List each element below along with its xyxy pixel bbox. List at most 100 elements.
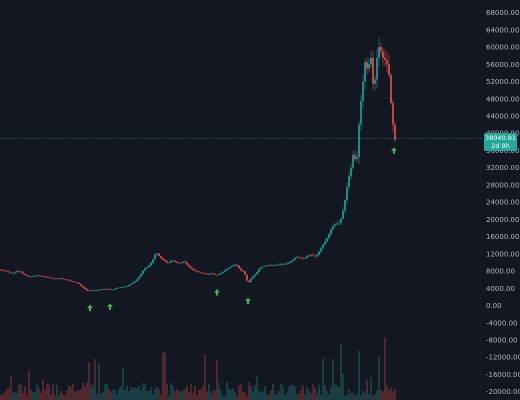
volume-bar [310, 392, 312, 400]
candle-body [394, 124, 396, 140]
candle-body [248, 280, 250, 282]
candle-body [258, 269, 260, 273]
volume-bar [388, 389, 390, 400]
candle-body [42, 276, 44, 277]
volume-bar [76, 390, 78, 400]
candle-body [342, 210, 344, 219]
volume-bar [82, 382, 84, 400]
candle-body [238, 265, 240, 269]
volume-bar [72, 383, 74, 400]
volume-bar [32, 392, 34, 400]
candle-body [304, 257, 306, 259]
volume-bar [92, 383, 94, 400]
candle-body [392, 103, 394, 125]
candle-body [56, 278, 58, 280]
candle-body [32, 276, 34, 277]
candle-body [272, 265, 274, 266]
volume-bar [166, 383, 168, 400]
candle-body [48, 277, 50, 278]
candle-body [140, 273, 142, 277]
y-tick-label: 24000.00 [486, 199, 519, 207]
volume-bar [140, 390, 142, 400]
candle-body [96, 290, 98, 292]
candle-body [130, 283, 132, 286]
candlestick-series [0, 37, 396, 292]
candle-body [348, 176, 350, 188]
candle-body [198, 271, 200, 273]
candle-body [108, 288, 110, 290]
volume-bar [350, 392, 352, 400]
volume-bar [346, 394, 348, 400]
candle-body [380, 47, 382, 52]
candle-body [196, 270, 198, 272]
candle-body [160, 256, 162, 259]
volume-bar [190, 383, 192, 400]
volume-bar [266, 394, 268, 400]
candle-body [296, 257, 298, 259]
candle-body [306, 256, 308, 258]
volume-bar [198, 389, 200, 400]
candle-body [36, 275, 38, 277]
volume-bar [286, 392, 288, 400]
volume-bar [328, 393, 330, 400]
volume-bar [324, 385, 326, 400]
candle-body [206, 273, 208, 275]
y-tick-label: 0.00 [486, 302, 502, 310]
volume-bar [146, 391, 148, 400]
volume-bar [20, 383, 22, 400]
candle-body [14, 272, 16, 274]
y-tick-label: 20000.00 [486, 216, 519, 224]
candle-body [376, 57, 378, 80]
volume-bar [162, 352, 164, 400]
y-axis[interactable]: 68000.00 64000.00 60000.00 56000.00 52000.00… [486, 9, 520, 396]
volume-bar [112, 389, 114, 400]
volume-bar [118, 388, 120, 400]
volume-bar [28, 369, 30, 400]
candle-body [370, 57, 372, 65]
volume-bar [360, 395, 362, 400]
volume-bar [58, 395, 60, 400]
volume-bar [336, 385, 338, 400]
candle-body [158, 253, 160, 256]
candle-body [168, 262, 170, 264]
candle-body [78, 282, 80, 284]
volume-bar [250, 386, 252, 400]
candle-body [312, 255, 314, 257]
candle-body [220, 273, 222, 275]
candle-body [218, 274, 220, 275]
volume-bar [260, 392, 262, 400]
volume-bar [170, 382, 172, 400]
volume-bar [246, 395, 248, 400]
candle-body [100, 289, 102, 290]
volume-bar [384, 337, 386, 400]
buy-signal-arrow-icon [391, 147, 397, 154]
candle-body [208, 274, 210, 275]
candle-body [252, 276, 254, 279]
candle-body [170, 260, 172, 263]
candle-body [134, 281, 136, 283]
volume-bar [96, 393, 98, 400]
volume-bar [18, 385, 20, 400]
volume-bar [16, 392, 18, 400]
candle-body [190, 266, 192, 269]
buy-signal-arrow-icon [214, 288, 220, 296]
candle-body [98, 289, 100, 291]
candle-body [302, 257, 304, 259]
candle-body [150, 262, 152, 266]
candle-body [110, 289, 112, 290]
candle-body [314, 255, 316, 257]
y-tick-label: 28000.00 [486, 181, 519, 189]
candle-body [232, 265, 234, 267]
volume-bar [30, 389, 32, 400]
candle-body [164, 259, 166, 262]
candle-body [70, 280, 72, 282]
volume-bar [236, 395, 238, 400]
candle-body [338, 223, 340, 224]
y-tick-label: -8000.00 [486, 337, 517, 345]
candle-body [44, 276, 46, 278]
volume-bar [274, 395, 276, 400]
volume-bar [2, 394, 4, 400]
volume-bar [88, 362, 90, 400]
candle-body [174, 260, 176, 262]
